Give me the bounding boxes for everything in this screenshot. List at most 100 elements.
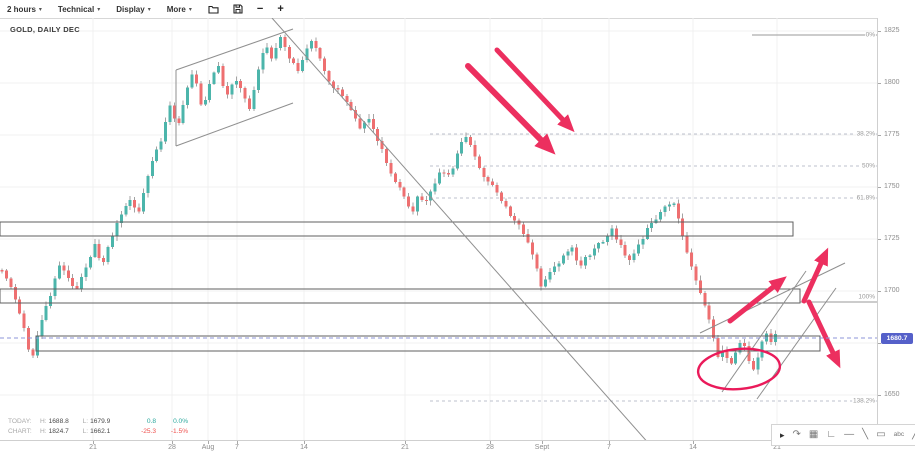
zone-rect[interactable] bbox=[0, 288, 801, 304]
candle-body bbox=[137, 207, 141, 212]
zone-rect[interactable] bbox=[0, 221, 794, 237]
display-menu[interactable]: Display ▾ bbox=[109, 0, 159, 18]
legend-row-name: CHART: bbox=[8, 427, 32, 435]
candle-body bbox=[35, 335, 39, 356]
candle-body bbox=[663, 206, 667, 212]
candle-body bbox=[84, 267, 88, 277]
candle-body bbox=[75, 285, 79, 289]
technical-menu[interactable]: Technical ▾ bbox=[51, 0, 109, 18]
zone-rect[interactable] bbox=[35, 335, 821, 352]
horizontal-line-tool-icon[interactable]: — bbox=[840, 425, 858, 445]
candle-body bbox=[557, 263, 561, 267]
ellipse-annotation[interactable] bbox=[696, 346, 782, 393]
candle-body bbox=[128, 200, 132, 206]
candle-body bbox=[40, 319, 44, 336]
price-axis-label: 1775 bbox=[884, 131, 900, 138]
candle-body bbox=[256, 69, 260, 91]
candle-body bbox=[380, 141, 384, 149]
candle-body bbox=[685, 235, 689, 253]
ohlc-legend: TODAY: H: 1688.8 L: 1679.9 0.8 0.0% CHAR… bbox=[8, 417, 188, 436]
trendline-tool-icon[interactable]: ╲ bbox=[858, 425, 872, 445]
candle-body bbox=[221, 65, 225, 87]
freehand-arrow-icon[interactable]: ↷ bbox=[789, 425, 805, 445]
candle-body bbox=[694, 266, 698, 281]
time-axis-tick bbox=[304, 441, 305, 444]
caret-down-icon: ▾ bbox=[38, 6, 42, 13]
time-axis[interactable]: 21 28 Aug 7 14 21 28 Sept 7 14 21 bbox=[0, 440, 915, 454]
candle-body bbox=[296, 62, 300, 71]
candle-body bbox=[659, 211, 663, 220]
candle-body bbox=[80, 276, 84, 289]
candle-body bbox=[433, 183, 437, 192]
candle-body bbox=[756, 357, 760, 370]
time-axis-label: 21 bbox=[773, 444, 781, 451]
current-price-value: 1680.7 bbox=[886, 334, 908, 342]
cursor-icon[interactable]: ▸ bbox=[776, 425, 789, 445]
candle-body bbox=[265, 47, 269, 54]
more-menu[interactable]: More ▾ bbox=[160, 0, 201, 18]
legend-row-name: TODAY: bbox=[8, 418, 32, 425]
candle-body bbox=[292, 58, 296, 63]
candle-body bbox=[667, 204, 671, 207]
candle-body bbox=[385, 148, 389, 164]
arrow-annotation[interactable] bbox=[494, 47, 575, 133]
zoom-in-icon[interactable]: + bbox=[270, 0, 290, 18]
trendline[interactable] bbox=[721, 270, 807, 393]
fib-level-label: 100% bbox=[857, 293, 876, 301]
timeframe-menu[interactable]: 2 hours ▾ bbox=[0, 0, 51, 18]
trend-angle-icon[interactable]: ∟ bbox=[822, 425, 840, 445]
time-axis-tick bbox=[405, 441, 406, 444]
rectangle-tool-icon[interactable]: ▭ bbox=[872, 425, 889, 445]
arrow-annotation[interactable] bbox=[801, 247, 829, 304]
caret-down-icon: ▾ bbox=[188, 6, 192, 13]
candle-body bbox=[539, 268, 543, 287]
candle-body bbox=[146, 176, 150, 194]
high-label: H: bbox=[40, 418, 47, 425]
arrow-annotation[interactable] bbox=[806, 299, 841, 369]
save-icon[interactable] bbox=[226, 0, 250, 18]
chart-canvas[interactable] bbox=[0, 18, 877, 454]
low-label: L: bbox=[82, 427, 89, 435]
fib-level-label: 138.2% bbox=[851, 397, 876, 405]
text-tool-icon[interactable]: abc bbox=[890, 425, 908, 445]
candle-body bbox=[102, 257, 106, 263]
candle-body bbox=[495, 185, 499, 193]
candle-body bbox=[9, 278, 13, 288]
diagonal-line-tool-icon[interactable]: ╱ bbox=[908, 425, 915, 445]
candle-body bbox=[544, 279, 548, 287]
candle-body bbox=[650, 222, 654, 228]
grid-tool-icon[interactable]: ▦ bbox=[805, 425, 822, 445]
candle-body bbox=[579, 260, 583, 266]
price-axis[interactable]: 18251800177517501725170016751650 bbox=[877, 18, 915, 440]
candle-body bbox=[345, 96, 349, 103]
chart-area: GOLD, DAILY DEC 1825 1800 1775 1750 1725 1700… bbox=[0, 18, 915, 454]
candle-body bbox=[283, 36, 287, 48]
high-label: H: bbox=[40, 427, 47, 435]
candle-body bbox=[93, 244, 97, 258]
candle-body bbox=[71, 278, 75, 286]
price-axis-label: 1800 bbox=[884, 79, 900, 86]
time-axis-label: 7 bbox=[607, 444, 611, 451]
candle-body bbox=[172, 105, 176, 119]
candle-body bbox=[716, 338, 720, 358]
trendline[interactable] bbox=[175, 28, 294, 71]
candle-body bbox=[239, 81, 243, 88]
open-folder-icon[interactable] bbox=[201, 0, 226, 18]
candle-body bbox=[111, 236, 114, 248]
high-value: 1824.7 bbox=[48, 427, 69, 435]
candle-body bbox=[548, 272, 552, 280]
time-axis-tick bbox=[490, 441, 491, 444]
candle-body bbox=[0, 270, 4, 272]
candle-body bbox=[362, 122, 366, 129]
candle-body bbox=[402, 187, 406, 197]
trendline[interactable] bbox=[699, 262, 846, 334]
arrow-annotation[interactable] bbox=[465, 63, 556, 155]
trendline[interactable] bbox=[271, 18, 659, 454]
time-axis-tick bbox=[208, 441, 209, 444]
arrow-annotation[interactable] bbox=[727, 276, 787, 324]
time-axis-label: 14 bbox=[689, 444, 697, 451]
candle-body bbox=[774, 334, 777, 343]
trendline[interactable] bbox=[175, 102, 294, 147]
zoom-out-icon[interactable]: − bbox=[250, 0, 270, 18]
candle-body bbox=[305, 48, 309, 60]
